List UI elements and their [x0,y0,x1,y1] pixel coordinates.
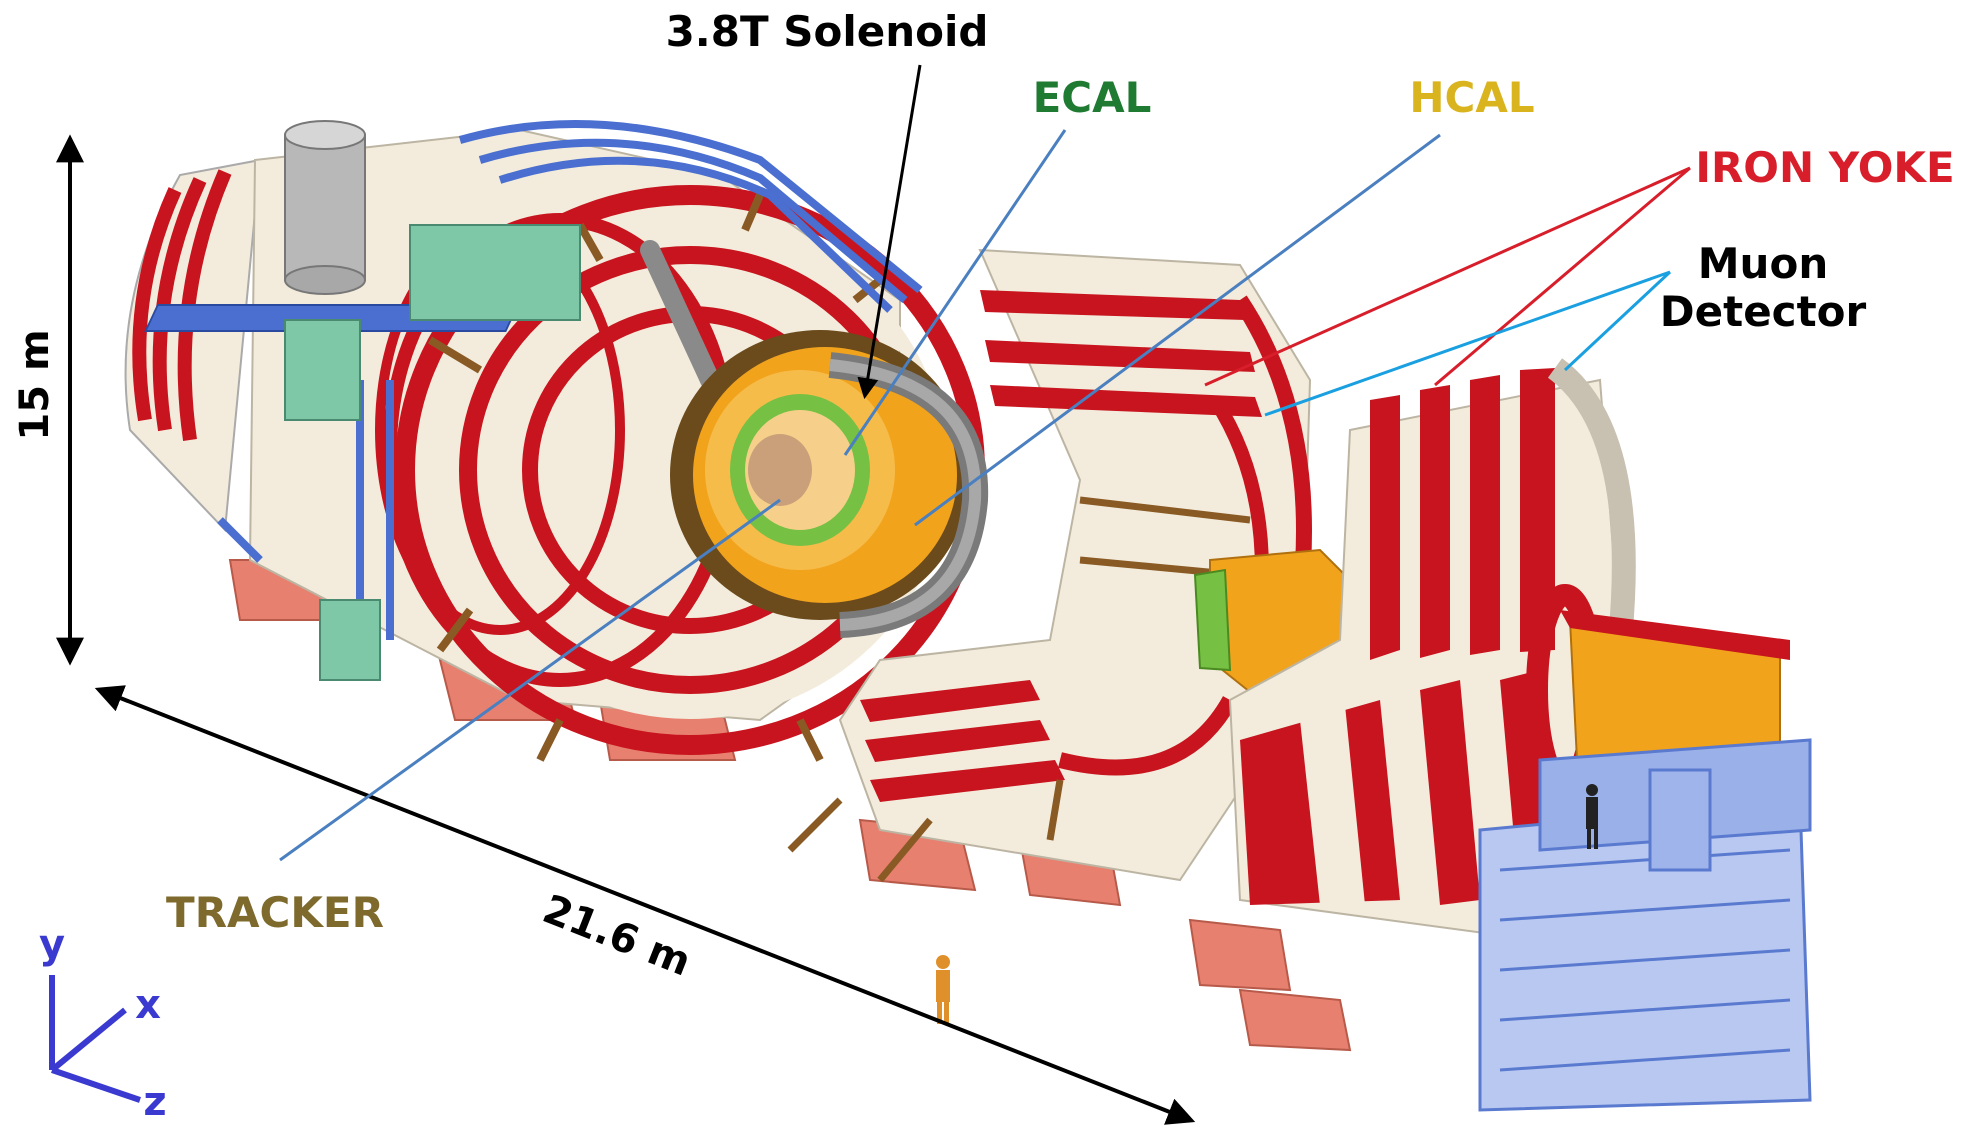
axis-label-x: x [135,982,161,1028]
label-length-dimension: 21.6 m [537,886,697,985]
axis-label-z: z [143,1079,166,1125]
label-muon-line2: Detector [1660,287,1867,336]
label-height-dimension: 15 m [12,329,58,440]
top-tank [285,121,365,294]
rear-endcap [126,160,260,530]
label-ecal: ECAL [1033,73,1152,122]
endcap-feet [1190,920,1350,1050]
coordinate-axes [52,975,140,1100]
leader-muon-1 [1265,272,1670,415]
person-figure-scale [936,955,950,1024]
label-solenoid: 3.8T Solenoid [666,7,989,56]
axis-label-y: y [39,922,65,968]
label-iron-yoke: IRON YOKE [1695,143,1954,192]
label-muon-line1: Muon [1698,239,1828,288]
label-hcal: HCAL [1409,73,1534,122]
leader-yoke-2 [1435,168,1690,385]
leader-yoke-1 [1205,168,1690,385]
label-tracker: TRACKER [166,888,384,937]
leader-muon-2 [1565,272,1670,370]
